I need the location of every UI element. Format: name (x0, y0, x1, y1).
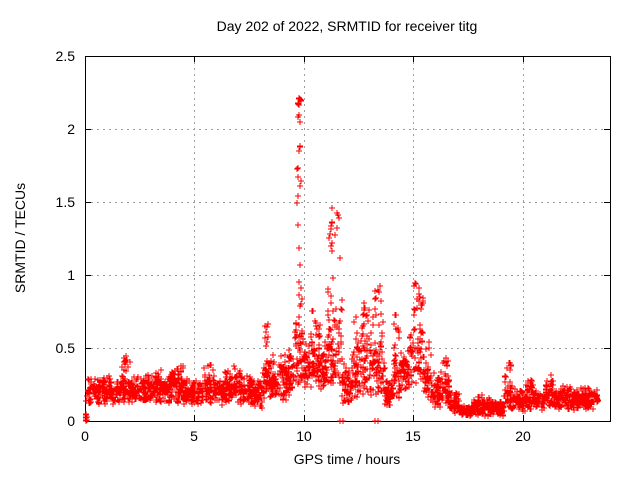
x-tick-label: 20 (515, 428, 531, 444)
scatter-points (83, 95, 601, 424)
chart-labels: Day 202 of 2022, SRMTID for receiver tit… (12, 18, 477, 467)
x-axis-label: GPS time / hours (294, 451, 401, 467)
x-tick-labels: 0 5 10 15 20 (81, 428, 531, 444)
y-tick-label: 0.5 (56, 340, 76, 356)
y-axis-label: SRMTID / TECUs (12, 183, 28, 293)
chart-title: Day 202 of 2022, SRMTID for receiver tit… (217, 18, 478, 34)
y-tick-label: 1.5 (56, 194, 76, 210)
plot-border (85, 56, 611, 422)
grid-lines (85, 56, 610, 421)
x-tick-label: 0 (81, 428, 89, 444)
x-tick-label: 10 (296, 428, 312, 444)
y-tick-label: 0 (67, 413, 75, 429)
y-tick-label: 2.5 (56, 48, 76, 64)
axis-ticks (85, 56, 610, 422)
y-tick-label: 2 (67, 121, 75, 137)
x-tick-label: 5 (190, 428, 198, 444)
scatter-points-path (83, 95, 601, 424)
x-tick-label: 15 (405, 428, 421, 444)
y-tick-label: 1 (67, 267, 75, 283)
y-tick-labels: 0 0.5 1 1.5 2 2.5 (56, 48, 76, 429)
